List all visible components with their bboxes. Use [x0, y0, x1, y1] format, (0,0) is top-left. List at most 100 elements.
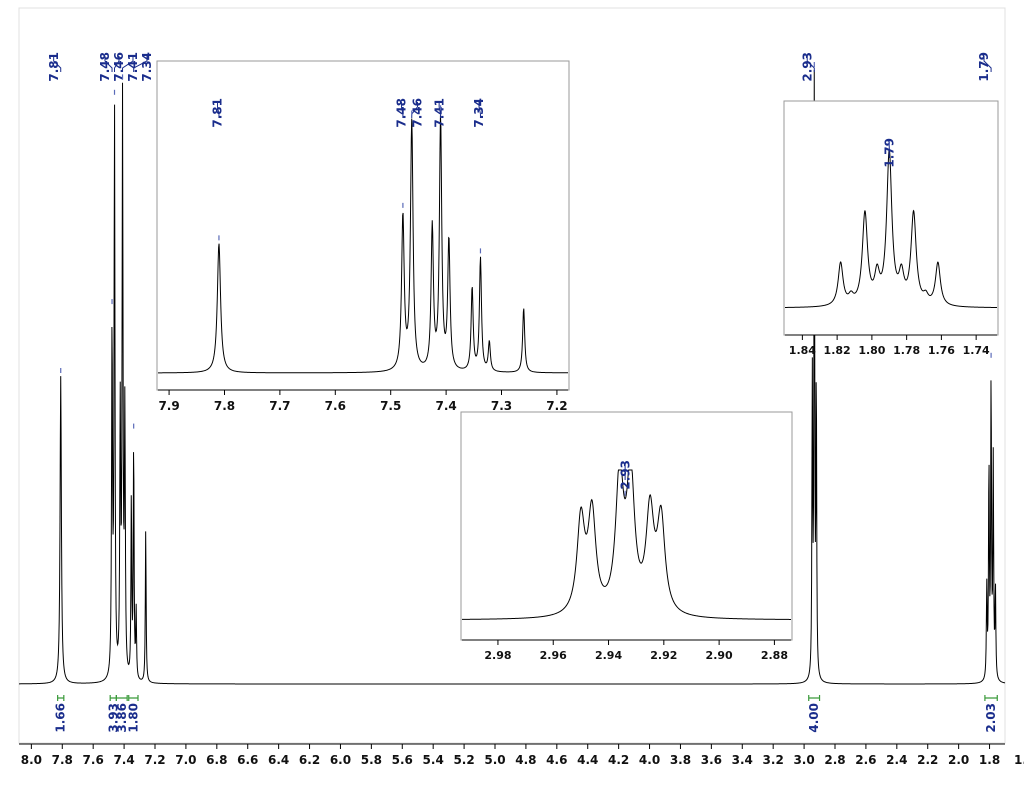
peak-label: 2.93: [800, 52, 814, 82]
x-tick-label: 3.2: [763, 753, 784, 767]
x-tick-label: 4.4: [577, 753, 598, 767]
x-tick-label: 3.4: [732, 753, 753, 767]
spectrum-trace: [461, 469, 791, 620]
x-tick-label: 7.6: [83, 753, 104, 767]
inset-frame: [783, 100, 999, 336]
inset-methylene-b: 1.84 1.82 1.80 1.78 1.76 1.741.79: [783, 100, 999, 357]
x-tick-label: 7.3: [491, 399, 512, 413]
peak-label: 7.34: [472, 98, 486, 128]
x-tick-label: 1.8: [979, 753, 1000, 767]
peak-label: 7.41: [126, 52, 140, 82]
x-tick-label: 6.4: [268, 753, 289, 767]
x-tick-label: 1.84: [789, 344, 816, 357]
peak-leader: [53, 56, 62, 72]
x-tick-label: 1.76: [928, 344, 955, 357]
x-tick-label: 2.0: [948, 753, 969, 767]
peak-label: 1.79: [977, 52, 991, 82]
peak-leader: [438, 102, 442, 118]
x-tick-label: 2.6: [855, 753, 876, 767]
peak-label: 7.46: [112, 52, 126, 82]
x-tick-label: 7.2: [144, 753, 165, 767]
x-tick-label: 6.2: [299, 753, 320, 767]
x-tick-label: 7.7: [269, 399, 290, 413]
spectrum-trace: [784, 148, 997, 309]
main-spectrum: 8.0 7.8 7.6 7.4 7.2 7.0 6.8 6.6 6.4 6.2 6.0 5.8 5.6 5…: [19, 52, 1024, 767]
x-tick-label: 6.6: [237, 753, 258, 767]
x-tick-label: 2.92: [650, 649, 677, 662]
peak-label: 7.48: [395, 98, 409, 128]
x-tick-label: 7.8: [52, 753, 73, 767]
x-tick-label: 5.6: [392, 753, 413, 767]
x-tick-label: 2.90: [706, 649, 733, 662]
x-tick-label: 8.0: [21, 753, 42, 767]
inset-panels: 7.9 7.8 7.7 7.6 7.5 7.4 7.3 7.2 7.81 7.48 7.46 7.41…: [156, 60, 999, 662]
x-tick-label: 4.8: [515, 753, 536, 767]
x-tick-label: 5.2: [453, 753, 474, 767]
peak-leader: [411, 102, 418, 118]
peak-leader: [114, 56, 120, 72]
peak-leader: [983, 56, 992, 72]
peak-label: 7.41: [432, 98, 446, 128]
x-tick-label: 2.4: [886, 753, 907, 767]
inset-frame: [156, 60, 570, 391]
peak-label: 7.81: [47, 52, 61, 82]
inset-methylene-a: 2.98 2.96 2.94 2.92 2.90 2.882.93: [460, 411, 793, 662]
x-tick-label: 1.80: [858, 344, 885, 357]
x-tick-label: 1.74: [963, 344, 990, 357]
peak-label: 7.48: [98, 52, 112, 82]
integral-value: 1.66: [54, 703, 68, 733]
spectrum-trace: [19, 69, 1006, 685]
x-tick-label: 2.98: [484, 649, 511, 662]
x-tick-label: 3.8: [670, 753, 691, 767]
x-tick-label: 6.8: [206, 753, 227, 767]
x-tick-label: 3.0: [793, 753, 814, 767]
x-tick-label: 7.0: [175, 753, 196, 767]
integral-value: 3.93: [106, 703, 120, 733]
x-tick-label: 2.2: [917, 753, 938, 767]
x-tick-label: 5.8: [361, 753, 382, 767]
x-tick-label: 5.0: [484, 753, 505, 767]
x-tick-label: 7.4: [435, 399, 456, 413]
integral-bracket: [128, 695, 139, 701]
integral-value: 4.00: [807, 703, 821, 733]
x-tick-label: 4.6: [546, 753, 567, 767]
integral-bracket: [808, 695, 821, 701]
x-tick-label: 7.2: [546, 399, 567, 413]
integral-value: 3.86: [115, 703, 129, 733]
peak-leader: [806, 56, 815, 72]
integral-bracket: [984, 695, 998, 701]
integral-bracket: [57, 695, 65, 701]
x-tick-label: 1.: [1014, 753, 1024, 767]
peak-label: 7.46: [411, 98, 425, 128]
x-tick-label: 5.4: [423, 753, 444, 767]
x-tick-label: 1.82: [824, 344, 851, 357]
x-tick-label: 7.5: [380, 399, 401, 413]
integral-bracket: [115, 695, 128, 701]
peak-leader: [104, 56, 113, 72]
peak-leader: [133, 56, 148, 72]
integral-value: 2.03: [984, 703, 998, 733]
x-tick-label: 7.4: [113, 753, 134, 767]
peak-leader: [478, 102, 481, 118]
peak-label: 7.34: [140, 52, 154, 82]
peak-label: 7.81: [211, 98, 225, 128]
inset-frame: [460, 411, 793, 641]
integral-value: 1.80: [126, 703, 140, 733]
spectrum-trace: [157, 115, 568, 374]
inset-aromatic: 7.9 7.8 7.7 7.6 7.5 7.4 7.3 7.2 7.81 7.48 7.46 7.41…: [156, 60, 570, 413]
peak-leader: [122, 56, 134, 72]
x-tick-label: 7.8: [214, 399, 235, 413]
x-tick-label: 2.96: [540, 649, 567, 662]
x-tick-label: 2.94: [595, 649, 622, 662]
x-tick-label: 2.8: [824, 753, 845, 767]
x-tick-label: 7.9: [158, 399, 179, 413]
main-plot-frame: [18, 7, 1006, 744]
x-tick-label: 4.0: [639, 753, 660, 767]
peak-leader: [217, 102, 220, 118]
x-tick-label: 2.88: [761, 649, 788, 662]
x-tick-label: 3.6: [701, 753, 722, 767]
peak-leader: [400, 102, 404, 118]
x-tick-label: 7.6: [325, 399, 346, 413]
x-tick-label: 6.0: [330, 753, 351, 767]
